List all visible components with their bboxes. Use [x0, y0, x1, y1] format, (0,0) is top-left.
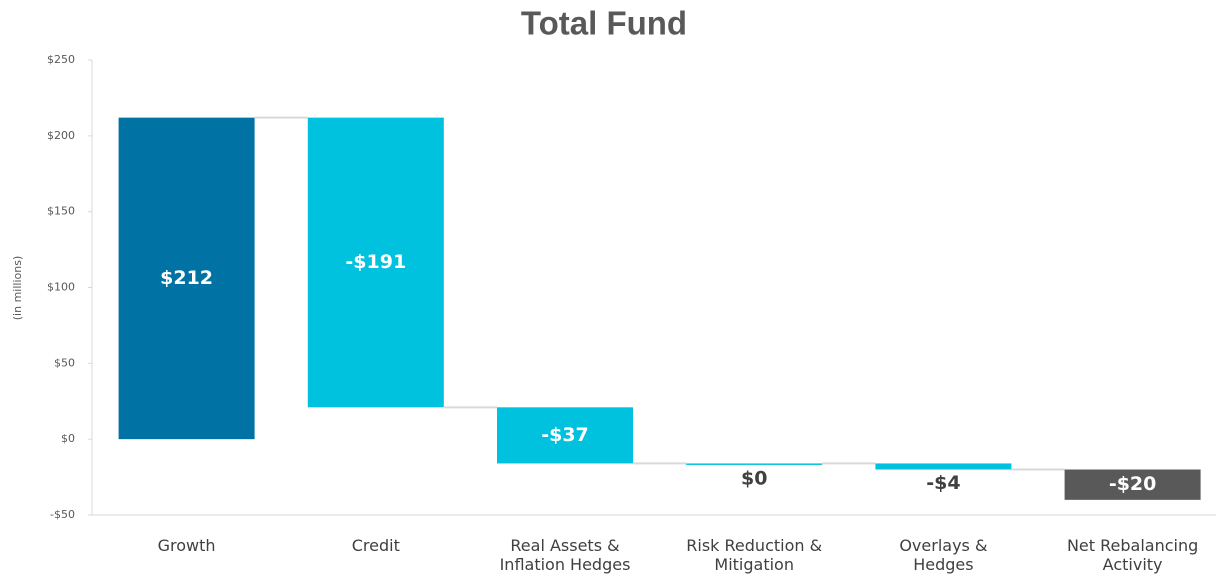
data-label: $212	[160, 267, 213, 289]
x-tick-label: Risk Reduction & Mitigation	[686, 536, 823, 574]
x-tick-label: Real Assets & Inflation Hedges	[499, 536, 631, 574]
x-tick-label: Net Rebalancing Activity	[1066, 536, 1199, 574]
y-axis-label: (in millions)	[11, 256, 24, 320]
y-tick-label: $250	[47, 53, 75, 66]
data-label: -$4	[926, 472, 960, 494]
x-tick-label: Growth	[157, 536, 216, 555]
y-tick-label: $150	[47, 205, 75, 218]
data-label: -$191	[345, 251, 406, 273]
x-tick-label: Credit	[351, 536, 400, 555]
bar	[497, 407, 633, 464]
y-tick-label: -$50	[50, 508, 75, 521]
bar	[686, 463, 823, 465]
bar	[875, 463, 1012, 470]
chart-title: Total Fund	[521, 5, 687, 42]
bar	[1064, 469, 1201, 500]
data-label: $0	[741, 467, 767, 489]
data-label: -$20	[1109, 473, 1157, 495]
y-tick-label: $200	[47, 129, 75, 142]
y-tick-label: $50	[54, 356, 75, 369]
bar	[118, 117, 255, 440]
data-label: -$37	[541, 424, 589, 446]
y-tick-label: $0	[61, 432, 75, 445]
x-tick-label: Overlays & Hedges	[899, 536, 988, 574]
y-tick-label: $100	[47, 281, 75, 294]
bar	[307, 117, 444, 408]
